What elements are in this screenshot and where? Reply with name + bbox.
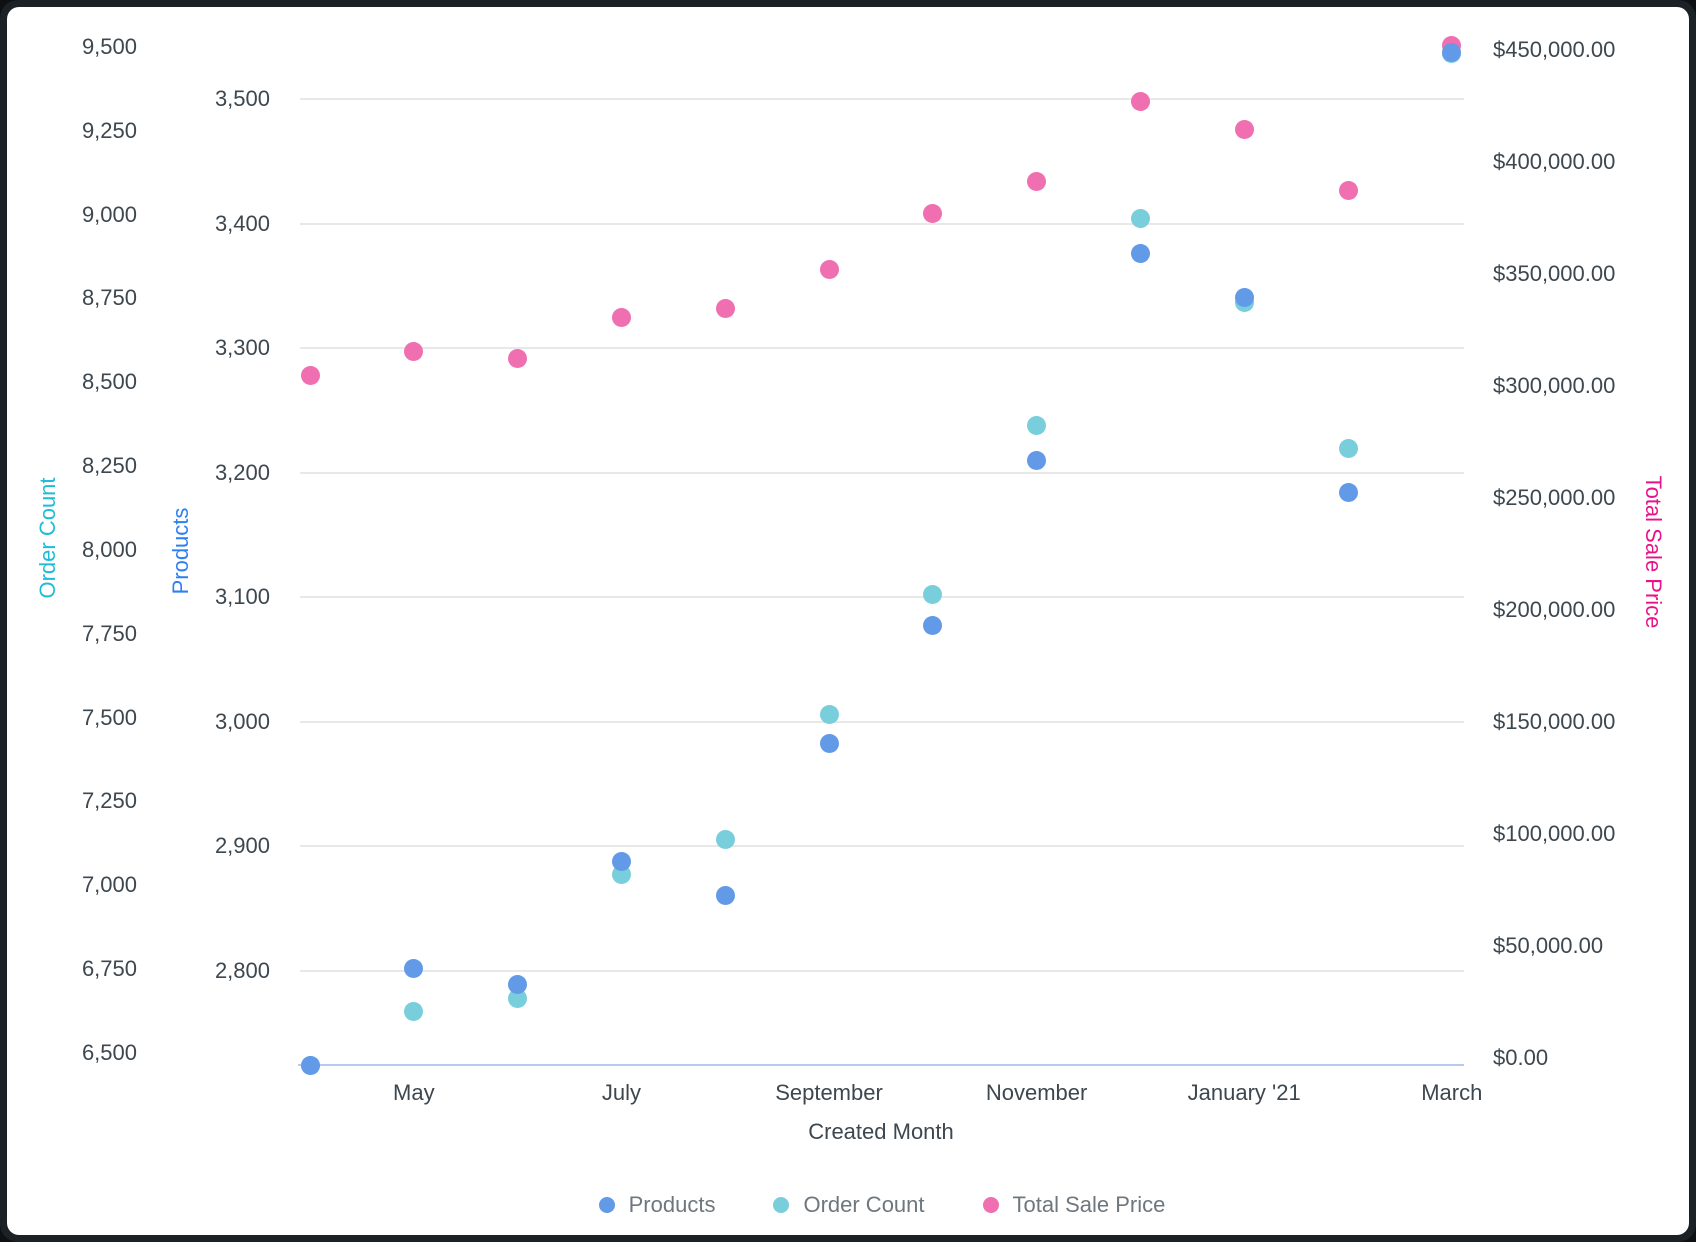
- y-tick-products: 3,300: [214, 335, 270, 361]
- y-tick-order-count: 9,250: [81, 117, 137, 143]
- legend-item-products[interactable]: Products: [598, 1192, 716, 1218]
- dot-total-sale-price[interactable]: [300, 366, 320, 386]
- dot-order-count[interactable]: [819, 705, 839, 725]
- dot-total-sale-price[interactable]: [508, 348, 528, 368]
- y-tick-order-count: 7,250: [81, 788, 137, 814]
- dot-products[interactable]: [404, 959, 424, 978]
- dot-order-count[interactable]: [1027, 416, 1047, 436]
- y-tick-total-sale-price: $300,000.00: [1493, 373, 1616, 398]
- dot-total-sale-price[interactable]: [611, 307, 631, 327]
- dot-products[interactable]: [1027, 450, 1047, 470]
- dot-products[interactable]: [715, 885, 735, 905]
- dot-products[interactable]: [300, 1056, 320, 1076]
- gridline: [300, 596, 1464, 599]
- y-tick-order-count: 6,750: [81, 956, 137, 982]
- legend-item-order-count[interactable]: Order Count: [773, 1192, 925, 1218]
- x-tick-label: March: [1421, 1080, 1483, 1105]
- legend: Products Order Count Total Sale Price: [300, 1188, 1464, 1222]
- dot-total-sale-price[interactable]: [1234, 120, 1254, 140]
- gridline: [300, 969, 1464, 972]
- legend-dot-total-sale-price: [982, 1197, 999, 1213]
- gridline: [300, 222, 1464, 225]
- axis-name-products: Products: [168, 507, 193, 595]
- dot-total-sale-price[interactable]: [715, 299, 735, 319]
- legend-label: Total Sale Price: [1012, 1192, 1166, 1217]
- x-tick-label: July: [601, 1080, 641, 1105]
- y-tick-total-sale-price: $400,000.00: [1493, 149, 1616, 174]
- axis-name-order-count: Order Count: [35, 477, 60, 599]
- dot-order-count[interactable]: [404, 1002, 424, 1022]
- dot-products[interactable]: [611, 851, 631, 871]
- dot-order-count[interactable]: [508, 989, 528, 1009]
- dot-order-count[interactable]: [1338, 438, 1358, 458]
- dot-products[interactable]: [819, 733, 839, 753]
- y-tick-products: 3,000: [214, 708, 270, 734]
- gridline: [300, 347, 1464, 350]
- y-tick-order-count: 6,500: [81, 1039, 137, 1065]
- gridline: [300, 98, 1464, 100]
- dot-products[interactable]: [1442, 43, 1462, 63]
- dot-order-count[interactable]: [923, 585, 943, 605]
- dot-total-sale-price[interactable]: [1130, 91, 1150, 111]
- legend-item-total-sale-price[interactable]: Total Sale Price: [982, 1192, 1166, 1218]
- dot-total-sale-price[interactable]: [1027, 172, 1047, 192]
- dot-order-count[interactable]: [1130, 209, 1150, 229]
- y-tick-total-sale-price: $100,000.00: [1493, 821, 1616, 846]
- y-tick-total-sale-price: $150,000.00: [1493, 709, 1616, 734]
- y-tick-products: 3,500: [214, 86, 270, 111]
- y-tick-order-count: 8,750: [81, 285, 137, 311]
- y-tick-total-sale-price: $0.00: [1493, 1045, 1549, 1070]
- y-tick-total-sale-price: $250,000.00: [1493, 485, 1616, 510]
- legend-dot-order-count: [773, 1197, 790, 1213]
- y-tick-total-sale-price: $50,000.00: [1493, 933, 1604, 958]
- gridline: [300, 471, 1464, 474]
- y-tick-order-count: 8,000: [81, 536, 137, 562]
- x-tick-label: September: [775, 1080, 883, 1105]
- y-tick-order-count: 8,500: [81, 369, 137, 395]
- y-tick-order-count: 7,750: [81, 620, 137, 646]
- dot-total-sale-price[interactable]: [404, 342, 424, 362]
- chart-card: 6,500 6,750 7,000 7,250 7,500 7,750 8,000 8,250…: [7, 7, 1689, 1235]
- x-axis-line: [298, 1064, 1464, 1066]
- y-tick-total-sale-price: $350,000.00: [1493, 261, 1616, 286]
- dot-total-sale-price[interactable]: [1338, 180, 1358, 200]
- y-tick-order-count: 7,500: [81, 704, 137, 730]
- y-tick-products: 3,200: [214, 459, 270, 485]
- dot-products[interactable]: [508, 975, 528, 995]
- gridline: [300, 720, 1464, 723]
- legend-label: Products: [628, 1192, 716, 1217]
- dot-total-sale-price[interactable]: [819, 259, 839, 279]
- y-tick-products: 3,100: [214, 584, 270, 610]
- dot-products[interactable]: [923, 616, 943, 636]
- x-axis-title: Created Month: [808, 1119, 954, 1144]
- gridline: [300, 845, 1464, 848]
- y-tick-order-count: 9,500: [81, 34, 137, 59]
- x-tick-label: November: [985, 1080, 1088, 1105]
- dot-total-sale-price[interactable]: [923, 204, 943, 224]
- axis-name-total-sale-price: Total Sale Price: [1641, 475, 1666, 629]
- legend-label: Order Count: [803, 1192, 925, 1217]
- dot-products[interactable]: [1234, 287, 1254, 307]
- x-tick-label: May: [393, 1080, 435, 1105]
- y-tick-total-sale-price: $450,000.00: [1493, 37, 1616, 62]
- y-tick-products: 2,900: [214, 833, 270, 859]
- dot-order-count[interactable]: [715, 829, 735, 849]
- y-tick-products: 3,400: [214, 210, 270, 236]
- dot-products[interactable]: [1130, 243, 1150, 263]
- y-tick-order-count: 7,000: [81, 872, 137, 898]
- y-tick-total-sale-price: $200,000.00: [1493, 597, 1616, 622]
- legend-dot-products: [598, 1197, 615, 1213]
- y-tick-order-count: 9,000: [81, 201, 137, 227]
- dot-products[interactable]: [1338, 483, 1358, 503]
- y-tick-order-count: 8,250: [81, 453, 137, 479]
- y-tick-products: 2,800: [214, 957, 270, 983]
- x-tick-label: January '21: [1187, 1080, 1301, 1105]
- scatter-chart: 6,500 6,750 7,000 7,250 7,500 7,750 8,000 8,250…: [7, 7, 1689, 1235]
